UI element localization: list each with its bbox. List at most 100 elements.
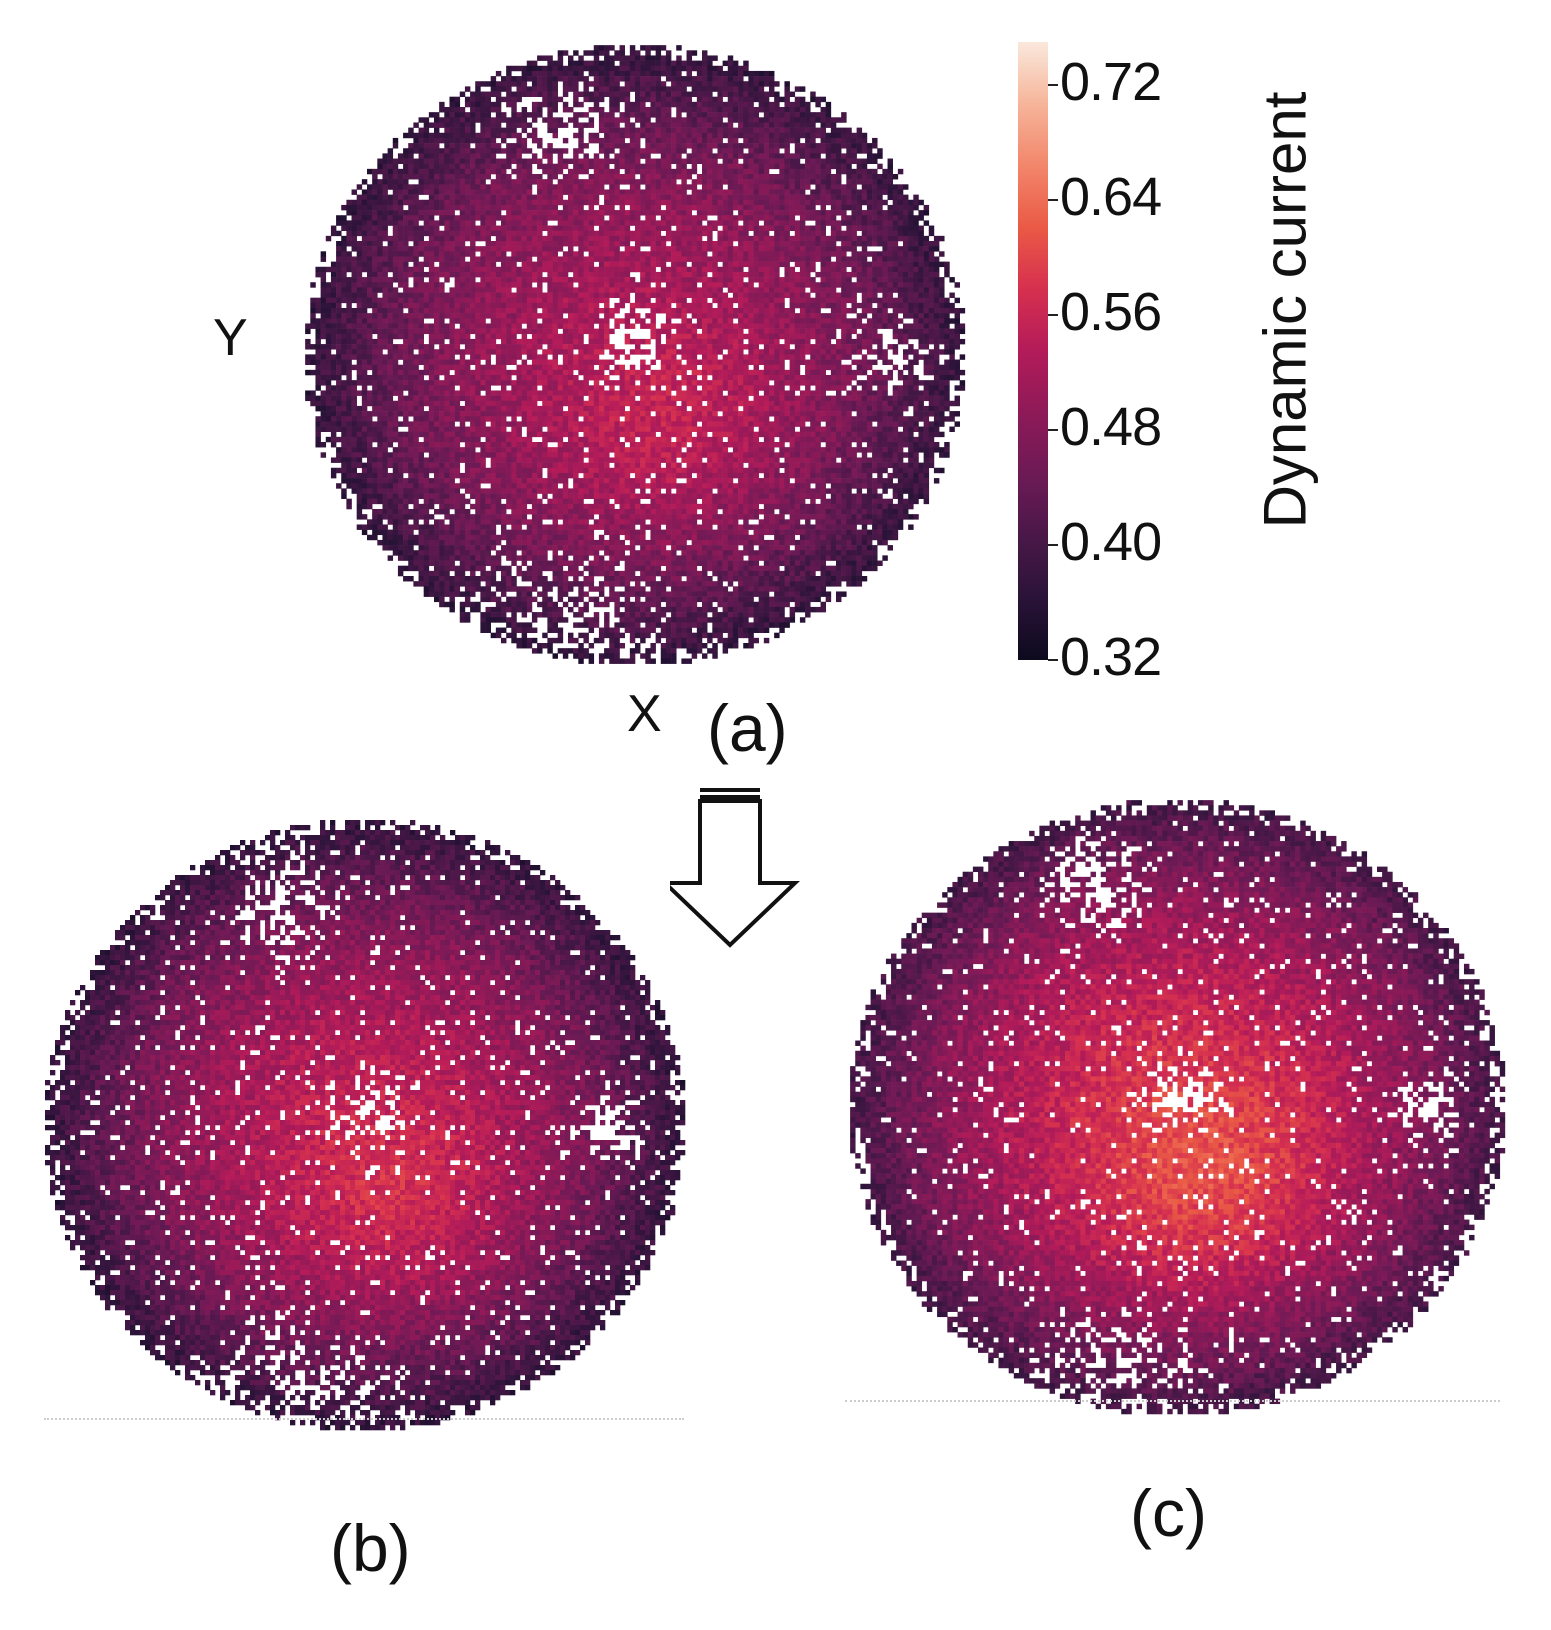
heatmap-cell [377,230,383,237]
heatmap-cell [609,328,615,335]
heatmap-cell [717,230,723,237]
heatmap-cell [903,282,909,288]
heatmap-cell [676,45,682,51]
heatmap-cell [841,313,847,319]
heatmap-cell [681,266,687,273]
heatmap-cell [877,308,883,314]
heatmap-cell [475,158,481,164]
heatmap-cell [836,308,842,314]
heatmap-cell [531,194,538,201]
heatmap-cell [495,179,502,185]
heatmap-cell [841,333,847,340]
heatmap-cell [351,271,357,278]
heatmap-cell [635,76,641,82]
heatmap-cell [516,204,522,211]
heatmap-cell [403,277,409,283]
heatmap-cell [784,256,790,262]
heatmap-cell [315,328,321,335]
heatmap-cell [722,101,729,108]
heatmap-cell [789,220,796,226]
heatmap-cell [444,174,450,180]
heatmap-cell [619,241,625,247]
heatmap-cell [372,318,378,324]
heatmap-cell [707,246,713,252]
heatmap-cell [753,179,759,185]
heatmap-cell [320,271,327,278]
heatmap-cell [748,96,754,103]
heatmap-cell [470,163,476,170]
heatmap-cell [650,256,656,262]
heatmap-cell [609,45,615,51]
heatmap-cell [650,241,656,247]
heatmap-cell [635,199,641,206]
heatmap-cell [887,220,893,226]
heatmap-cell [593,313,600,319]
heatmap-cell [908,261,914,268]
heatmap-cell [815,328,821,335]
heatmap-cell [722,220,729,226]
heatmap-cell [727,179,734,185]
heatmap-cell [825,163,832,170]
heatmap-cell [542,179,548,185]
heatmap-cell [537,194,543,201]
heatmap-cell [769,107,775,113]
heatmap-cell [702,96,708,103]
heatmap-cell [382,277,388,283]
heatmap-cell [547,163,553,170]
heatmap-cell [434,199,440,206]
heatmap-cell [769,137,775,144]
heatmap-cell [542,189,548,195]
heatmap-cell [779,241,785,247]
heatmap-cell [722,132,729,139]
heatmap-cell [542,225,548,231]
heatmap-cell [877,179,883,185]
heatmap-cell [480,251,486,257]
heatmap-cell [769,246,775,252]
heatmap-cell [408,163,414,170]
heatmap-cell [732,220,739,226]
heatmap-cell [866,266,873,273]
heatmap-cell [897,251,904,257]
heatmap-cell [470,230,476,237]
heatmap-cell [758,333,765,340]
heatmap-cell [629,235,636,242]
heatmap-cell [655,251,662,257]
heatmap-cell [434,266,440,273]
heatmap-cell [645,86,651,92]
heatmap-cell [707,220,713,226]
heatmap-cell [861,215,868,221]
heatmap-cell [609,174,615,180]
heatmap-cell [495,96,502,103]
heatmap-cell [686,308,692,314]
heatmap-cell [619,302,625,309]
heatmap-cell [707,91,713,97]
heatmap-cell [686,318,692,324]
heatmap-cell [408,230,414,237]
heatmap-cell [712,143,718,149]
heatmap-cell [516,230,522,237]
heatmap-cell [336,308,342,314]
heatmap-cell [856,163,863,170]
heatmap-cell [799,235,806,242]
heatmap-cell [490,107,497,113]
heatmap-cell [861,199,868,206]
heatmap-cell [490,318,497,324]
heatmap-cell [753,86,759,92]
heatmap-cell [707,127,713,134]
heatmap-cell [387,292,394,298]
heatmap-cell [913,256,919,262]
heatmap-cell [356,328,363,335]
heatmap-cell [408,184,414,190]
heatmap-cell [856,210,863,216]
heatmap-cell [769,117,775,123]
heatmap-cell [645,45,651,51]
heatmap-cell [629,277,636,283]
heatmap-cell [650,107,656,113]
heatmap-cell [743,256,749,262]
heatmap-cell [861,210,868,216]
heatmap-cell [387,194,394,201]
heatmap-cell [743,179,749,185]
heatmap-cell [805,235,811,242]
heatmap-cell [655,132,662,139]
heatmap-cell [743,137,749,144]
